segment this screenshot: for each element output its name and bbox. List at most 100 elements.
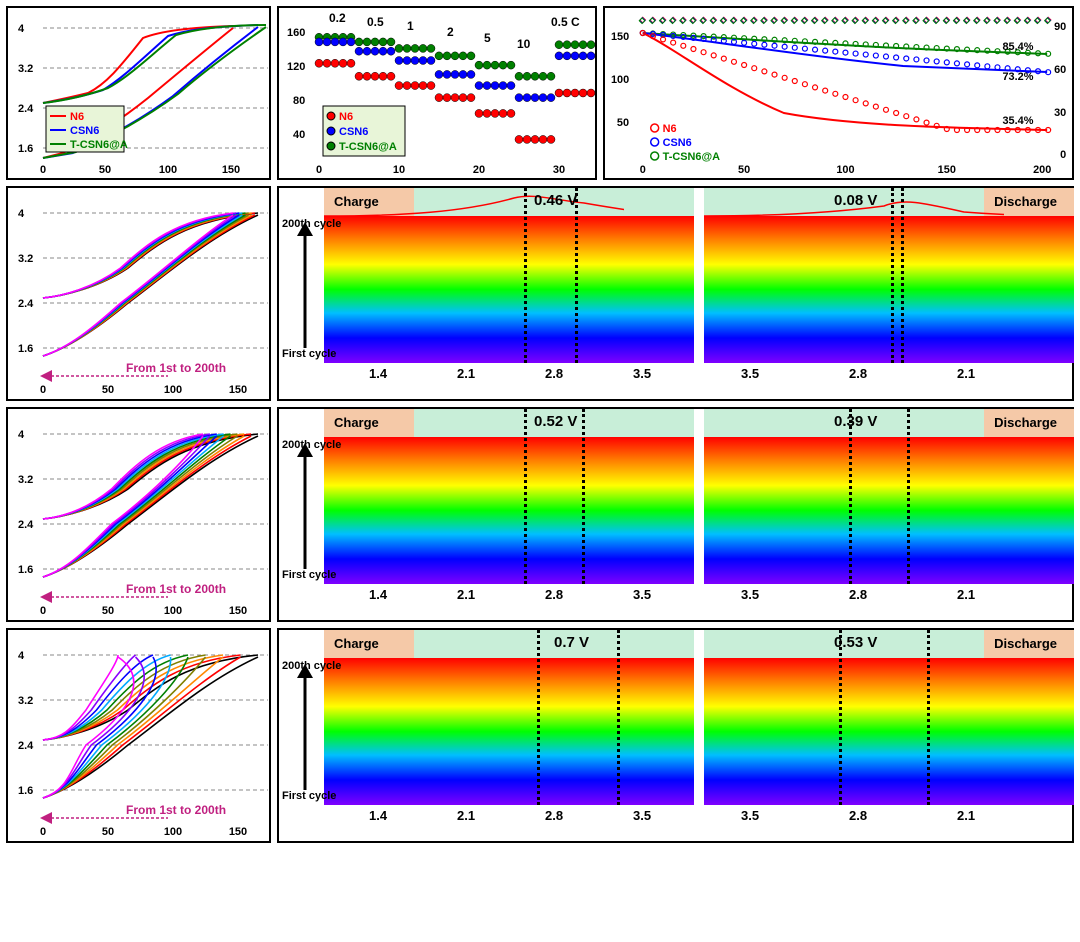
xtick: 150 xyxy=(938,164,956,176)
peak-shift-charge: 0.46 V xyxy=(534,192,577,209)
profile-curves xyxy=(43,434,258,577)
panel-dqdv-tcsn6a: Charge Discharge 0.46 V 0.08 V 200th cyc… xyxy=(277,186,1074,401)
xtick: 1.4 xyxy=(369,366,387,381)
vline-discharge-2 xyxy=(901,188,904,363)
retention-tcsn6a: 85.4% xyxy=(1002,41,1033,53)
ytick: 40 xyxy=(293,129,305,141)
charge-label: Charge xyxy=(334,194,379,209)
xtick: 150 xyxy=(222,164,240,176)
retention-csn6: 73.2% xyxy=(1002,71,1033,83)
xtick: 100 xyxy=(164,826,182,838)
xtick: 3.5 xyxy=(633,366,651,381)
caption: From 1st to 200th xyxy=(126,803,226,817)
xtick: 100 xyxy=(164,605,182,617)
panel-dqdv-csn6: Charge Discharge 0.52 V 0.39 V 200th cyc… xyxy=(277,407,1074,622)
xtick: 0 xyxy=(40,826,46,838)
rate-label: 5 xyxy=(484,31,491,45)
rate-label: 2 xyxy=(447,25,454,39)
discharge-label: Discharge xyxy=(994,636,1057,651)
panel-profile-csn6: 4 3.2 2.4 1.6 0 50 100 150 From 1st to 2… xyxy=(6,407,271,622)
charge-label: Charge xyxy=(334,415,379,430)
capacity-markers xyxy=(640,31,1050,133)
panel-profile-tcsn6a: 4 3.2 2.4 1.6 0 50 100 150 From 1st to 2… xyxy=(6,186,271,401)
profile-curves xyxy=(43,213,258,356)
ytick: 4 xyxy=(18,429,25,441)
xtick: 0 xyxy=(40,164,46,176)
rate-label: 10 xyxy=(517,37,531,51)
panel-rate-capability: 160 120 80 40 0 10 20 30 0.2 0.5 1 2 5 1… xyxy=(277,6,597,180)
legend-n6: N6 xyxy=(339,111,353,123)
xtick: 2.8 xyxy=(545,366,563,381)
ytick: 50 xyxy=(617,117,629,129)
ytick: 3.2 xyxy=(18,474,33,486)
ytick: 1.6 xyxy=(18,564,33,576)
svg-text:N6: N6 xyxy=(663,123,677,135)
xtick: 150 xyxy=(229,605,247,617)
peak-shift-charge: 0.7 V xyxy=(554,634,589,651)
ytick: 3.2 xyxy=(18,253,33,265)
ytick: 2.4 xyxy=(18,103,34,115)
cycle-arrow xyxy=(287,218,323,358)
discharge-label: Discharge xyxy=(994,415,1057,430)
ytick: 80 xyxy=(293,95,305,107)
rate-label: 1 xyxy=(407,19,414,33)
ytick: 4 xyxy=(18,208,25,220)
xtick: 2.1 xyxy=(457,366,475,381)
xtick: 150 xyxy=(229,826,247,838)
cycle-200: 200th cycle xyxy=(282,439,341,451)
rate-label: 0.5 xyxy=(367,15,384,29)
ytick: 4 xyxy=(18,650,25,662)
ytick: 100 xyxy=(611,74,629,86)
curve-n6-charge xyxy=(43,26,233,103)
ytick: 3.2 xyxy=(18,695,33,707)
xtick: 100 xyxy=(836,164,854,176)
legend-n6: N6 xyxy=(70,111,84,123)
xtick: 0 xyxy=(640,164,646,176)
xtick: 2.1 xyxy=(957,366,975,381)
panel-cycling: 150 100 50 90 60 30 0 0 50 100 150 200 8… xyxy=(603,6,1074,180)
legend: N6 CSN6 T-CSN6@A xyxy=(651,123,720,163)
xtick: 150 xyxy=(229,384,247,396)
ytick: 2.4 xyxy=(18,298,34,310)
panel-profile-n6: 4 3.2 2.4 1.6 0 50 100 150 From 1st to 2… xyxy=(6,628,271,843)
xtick: 10 xyxy=(393,164,405,176)
peak-shift-charge: 0.52 V xyxy=(534,413,577,430)
ytick: 1.6 xyxy=(18,143,33,155)
xtick: 50 xyxy=(99,164,111,176)
ytick: 1.6 xyxy=(18,343,33,355)
xtick: 100 xyxy=(159,164,177,176)
svg-text:T-CSN6@A: T-CSN6@A xyxy=(663,151,720,163)
xtick: 50 xyxy=(102,384,114,396)
xtick: 50 xyxy=(102,826,114,838)
xtick: 0 xyxy=(40,605,46,617)
cap-n6 xyxy=(643,33,1047,130)
peak-shift-discharge: 0.53 V xyxy=(834,634,877,651)
ytick: 1.6 xyxy=(18,785,33,797)
caption-from-1-200: From 1st to 200th xyxy=(126,361,226,375)
charge-label: Charge xyxy=(334,636,379,651)
vline-discharge-1 xyxy=(891,188,894,363)
svg-text:CSN6: CSN6 xyxy=(663,137,692,149)
ytick: 3.2 xyxy=(18,63,33,75)
ytick: 2.4 xyxy=(18,740,34,752)
peak-shift-discharge: 0.08 V xyxy=(834,192,877,209)
profile-curves xyxy=(43,655,258,798)
ytick: 120 xyxy=(287,61,305,73)
ytick: 160 xyxy=(287,27,305,39)
cycle-200: 200th cycle xyxy=(282,218,341,230)
ytick: 4 xyxy=(18,23,25,35)
ytick-r: 60 xyxy=(1054,64,1066,76)
rate-label: 0.5 C xyxy=(551,15,580,29)
ytick-r: 30 xyxy=(1054,107,1066,119)
xtick: 2.8 xyxy=(849,366,867,381)
ytick: 2.4 xyxy=(18,519,34,531)
xtick: 20 xyxy=(473,164,485,176)
peak-shift-discharge: 0.39 V xyxy=(834,413,877,430)
xtick: 100 xyxy=(164,384,182,396)
vline-charge-2 xyxy=(575,188,578,363)
xtick: 3.5 xyxy=(741,366,759,381)
xtick: 0 xyxy=(40,384,46,396)
vline-charge-1 xyxy=(524,188,527,363)
xtick: 0 xyxy=(316,164,322,176)
xtick: 200 xyxy=(1033,164,1051,176)
